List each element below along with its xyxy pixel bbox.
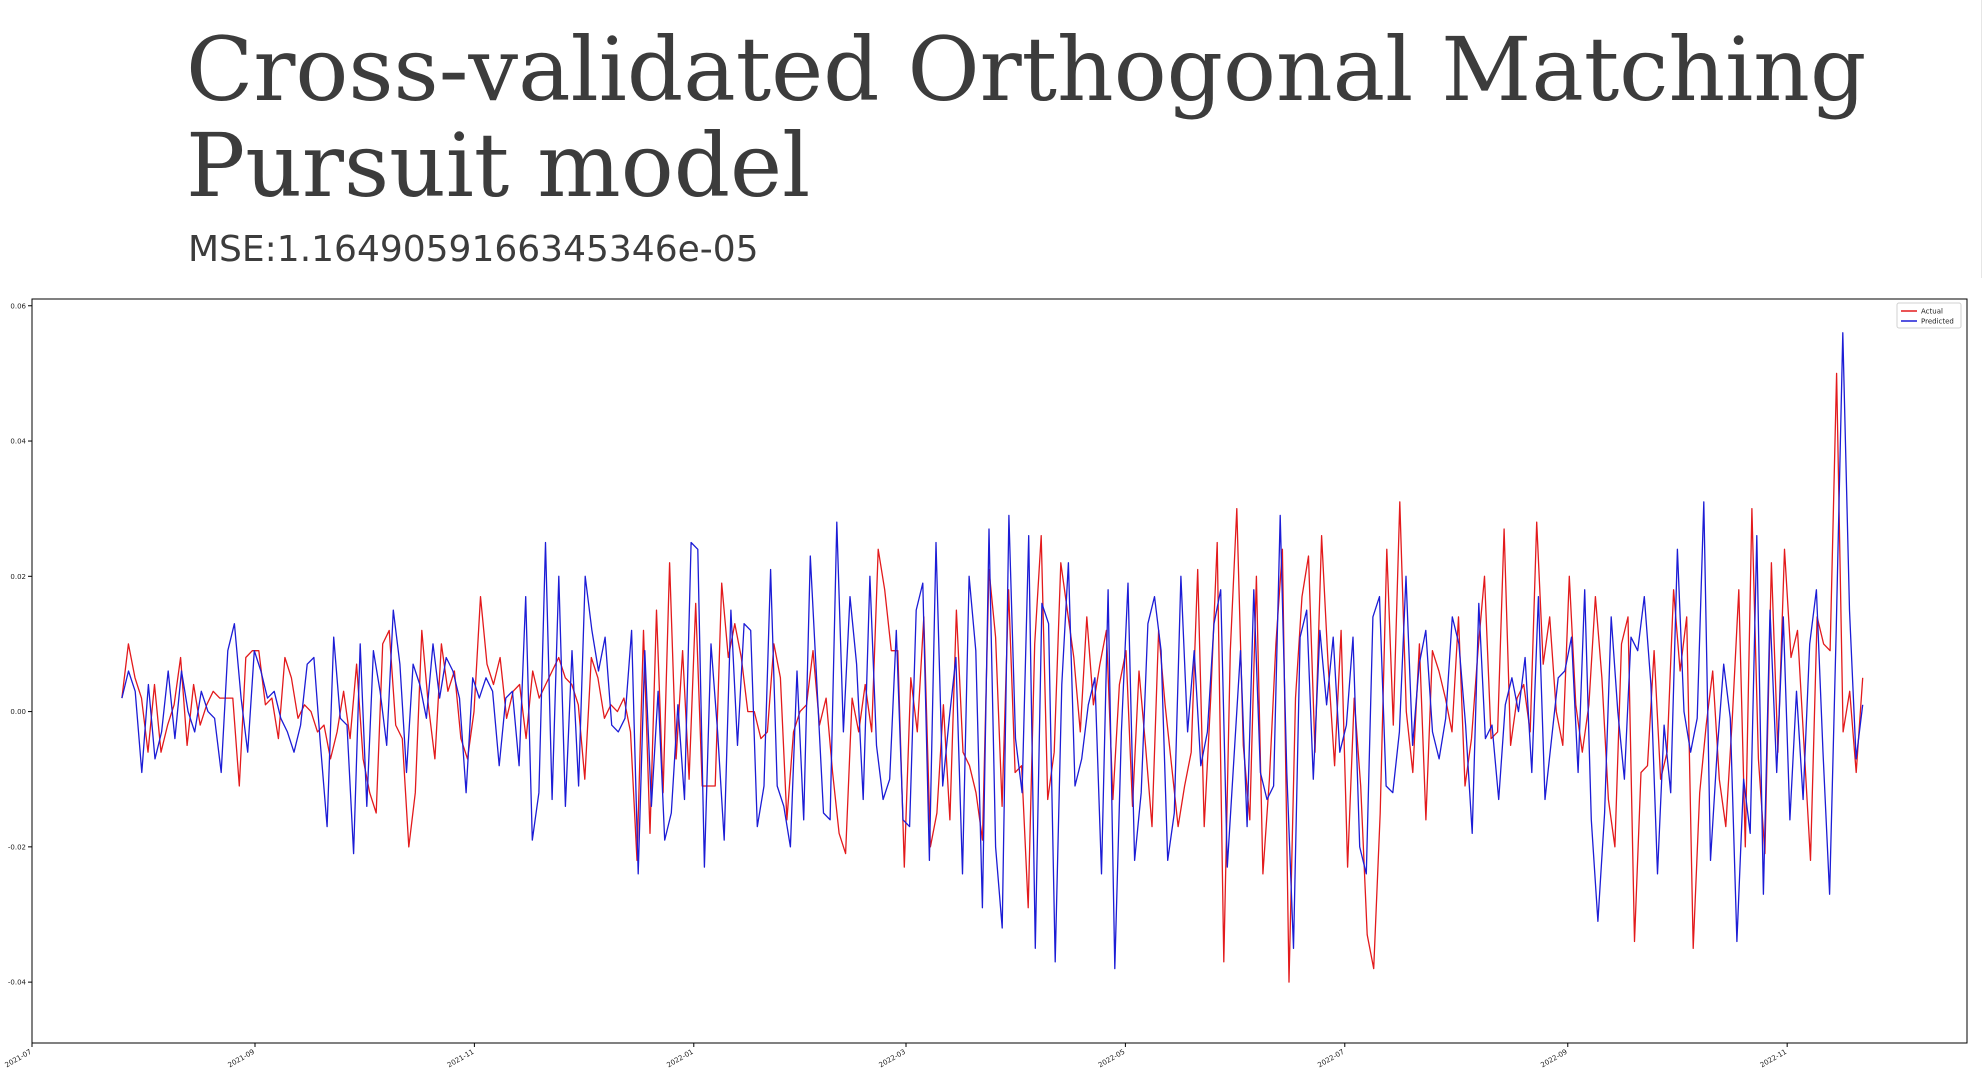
y-tick-label: -0.02 [8, 843, 26, 851]
mse-subtitle: MSE:1.1649059166345346e-05 [188, 229, 759, 270]
page-title: Cross-validated Orthogonal Matching Purs… [186, 18, 1867, 217]
x-tick-label: 2022-07 [1316, 1048, 1345, 1070]
x-tick-label: 2022-01 [665, 1048, 694, 1070]
y-tick-label: 0.02 [10, 573, 26, 581]
y-axis: -0.04 -0.02 0.00 0.02 0.04 0.06 [8, 302, 32, 987]
y-tick-label: 0.00 [10, 708, 26, 716]
x-tick-label: 2022-03 [878, 1048, 907, 1070]
plot-frame [31, 298, 1968, 1044]
x-tick-label: 2021-11 [446, 1048, 475, 1070]
legend: Actual Predicted [1896, 302, 1962, 329]
x-tick-label: 2022-05 [1097, 1048, 1126, 1070]
legend-label-predicted: Predicted [1921, 318, 1954, 326]
divider [1981, 0, 1982, 278]
y-tick-label: 0.06 [10, 302, 26, 310]
x-tick-label: 2022-11 [1759, 1048, 1788, 1070]
x-tick-label: 2021-09 [227, 1048, 256, 1070]
x-tick-label: 2022-09 [1539, 1048, 1568, 1070]
legend-label-actual: Actual [1921, 308, 1943, 316]
series-line-actual [121, 372, 1864, 983]
y-tick-label: -0.04 [8, 979, 27, 987]
x-axis: 2021-07 2021-09 2021-11 2022-01 2022-03 2022-… [4, 1043, 1788, 1069]
x-tick-label: 2021-07 [4, 1048, 33, 1070]
series-line-predicted [121, 332, 1864, 970]
y-tick-label: 0.04 [10, 438, 26, 446]
series-layer [121, 332, 1864, 983]
